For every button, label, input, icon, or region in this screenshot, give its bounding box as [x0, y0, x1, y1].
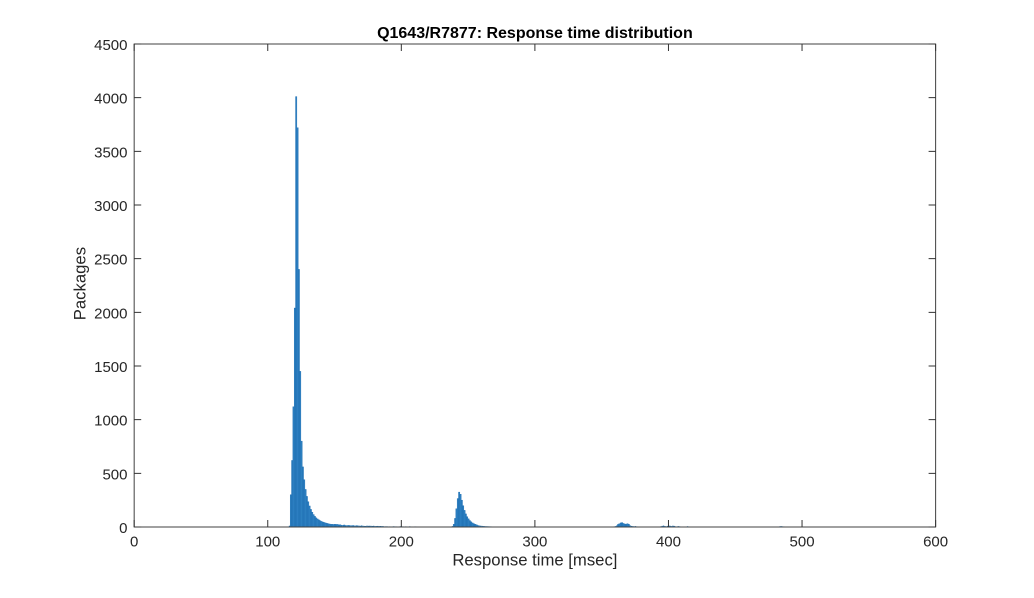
svg-text:Response time [msec]: Response time [msec] — [452, 551, 617, 570]
svg-text:1500: 1500 — [94, 359, 127, 376]
svg-text:Packages: Packages — [71, 247, 90, 320]
svg-text:500: 500 — [102, 466, 127, 483]
svg-text:300: 300 — [522, 534, 547, 551]
svg-text:0: 0 — [130, 534, 138, 551]
svg-text:4000: 4000 — [94, 91, 127, 108]
svg-text:200: 200 — [389, 534, 414, 551]
svg-text:1000: 1000 — [94, 413, 127, 430]
svg-text:2000: 2000 — [94, 305, 127, 322]
svg-text:Q1643/R7877: Response time dis: Q1643/R7877: Response time distribution — [377, 25, 693, 42]
svg-text:0: 0 — [119, 520, 127, 537]
svg-text:400: 400 — [656, 534, 681, 551]
svg-text:3500: 3500 — [94, 144, 127, 161]
svg-text:2500: 2500 — [94, 252, 127, 269]
svg-text:3000: 3000 — [94, 198, 127, 215]
svg-text:100: 100 — [255, 534, 280, 551]
svg-text:500: 500 — [790, 534, 815, 551]
svg-text:600: 600 — [923, 534, 948, 551]
svg-text:4500: 4500 — [94, 37, 127, 54]
